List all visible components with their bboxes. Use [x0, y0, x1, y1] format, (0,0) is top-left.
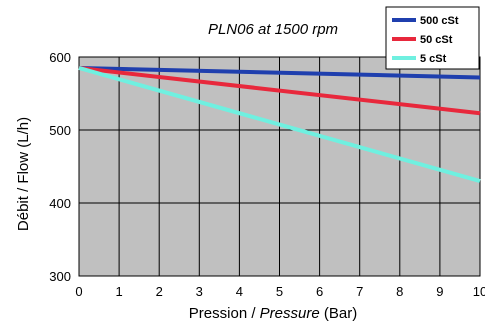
x-tick-label: 4: [236, 284, 243, 299]
x-axis-title-prefix: Pression /: [189, 305, 260, 322]
x-tick-label: 5: [276, 284, 283, 299]
plot-border: [78, 56, 481, 277]
x-axis-title-italic: Pressure: [260, 305, 320, 322]
legend-label: 50 cSt: [420, 34, 453, 46]
y-tick-label: 400: [49, 196, 71, 211]
x-tick-labels: 0 1 2 3 4 5 6 7 8 9 10: [75, 284, 485, 299]
x-tick-label: 2: [156, 284, 163, 299]
x-axis-title-suffix: (Bar): [320, 305, 358, 322]
y-tick-labels: 300 400 500 600: [49, 50, 71, 284]
y-tick-label: 600: [49, 50, 71, 65]
series-line-5-cst: [78, 66, 481, 184]
series-line-50-cst: [78, 65, 481, 116]
legend: 500 cSt 50 cSt 5 cSt: [385, 6, 480, 70]
x-tick-label: 1: [115, 284, 122, 299]
x-tick-label: 3: [196, 284, 203, 299]
x-tick-label: 9: [436, 284, 443, 299]
y-tick-label: 500: [49, 123, 71, 138]
legend-label: 500 cSt: [420, 15, 459, 27]
x-tick-label: 10: [473, 284, 485, 299]
x-tick-label: 6: [316, 284, 323, 299]
x-axis-title: Pression / Pressure (Bar): [189, 305, 357, 322]
y-tick-label: 300: [49, 269, 71, 284]
x-tick-label: 8: [396, 284, 403, 299]
chart-title: PLN06 at 1500 rpm: [208, 21, 338, 38]
legend-label: 5 cSt: [420, 53, 447, 65]
x-tick-label: 0: [75, 284, 82, 299]
series-lines: [78, 65, 481, 184]
grid: [78, 56, 481, 277]
x-tick-label: 7: [356, 284, 363, 299]
series-line-500-cst: [78, 65, 481, 80]
y-axis-title: Débit / Flow (L/h): [15, 117, 32, 231]
